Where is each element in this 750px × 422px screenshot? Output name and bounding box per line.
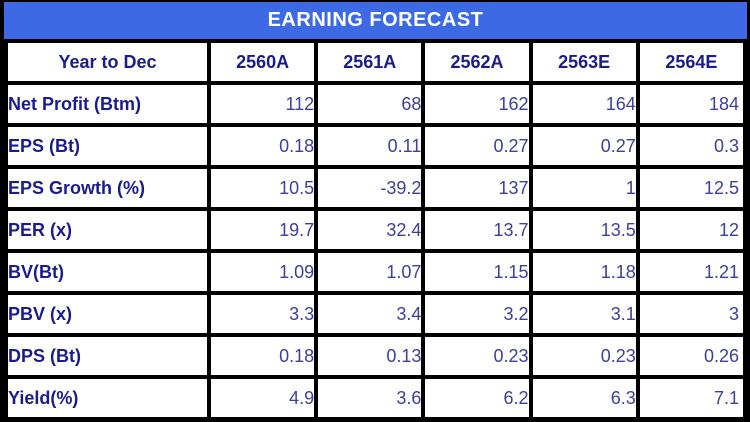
- table-row: PBV (x) 3.3 3.4 3.2 3.1 3: [4, 291, 748, 337]
- column-header-2562A: 2562A: [421, 39, 533, 85]
- value-cell: 1.09: [206, 249, 319, 295]
- row-label: DPS (Bt): [4, 333, 211, 379]
- value-cell: 0.23: [421, 333, 533, 379]
- value-cell: 162: [421, 81, 533, 127]
- value-cell: 3.4: [314, 291, 426, 337]
- row-label: BV(Bt): [4, 249, 211, 295]
- row-label: EPS Growth (%): [4, 165, 211, 211]
- column-header-2563E: 2563E: [528, 39, 640, 85]
- table-row: DPS (Bt) 0.18 0.13 0.23 0.23 0.26: [4, 333, 748, 379]
- row-label: EPS (Bt): [4, 123, 211, 169]
- value-cell: 3.1: [528, 291, 640, 337]
- table-row: Net Profit (Btm) 112 68 162 164 184: [4, 81, 748, 127]
- row-label: PBV (x): [4, 291, 211, 337]
- value-cell: 184: [635, 81, 748, 127]
- value-cell: 32.4: [314, 207, 426, 253]
- row-label: Yield(%): [4, 375, 211, 421]
- value-cell: 13.5: [528, 207, 640, 253]
- value-cell: 1.15: [421, 249, 533, 295]
- value-cell: 0.27: [528, 123, 640, 169]
- column-header-2561A: 2561A: [314, 39, 426, 85]
- earning-forecast-table: Year to Dec 2560A 2561A 2562A 2563E 2564E Net…: [4, 39, 748, 421]
- value-cell: -39.2: [314, 165, 426, 211]
- value-cell: 137: [421, 165, 533, 211]
- value-cell: 0.26: [635, 333, 748, 379]
- table-title: EARNING FORECAST: [267, 9, 484, 31]
- table-row: Yield(%) 4.9 3.6 6.2 6.3 7.1: [4, 375, 748, 421]
- header-row: Year to Dec 2560A 2561A 2562A 2563E 2564E: [4, 39, 748, 85]
- row-header-label: Year to Dec: [4, 39, 211, 85]
- value-cell: 1.18: [528, 249, 640, 295]
- value-cell: 10.5: [206, 165, 319, 211]
- row-label: Net Profit (Btm): [4, 81, 211, 127]
- value-cell: 13.7: [421, 207, 533, 253]
- value-cell: 4.9: [206, 375, 319, 421]
- value-cell: 3.6: [314, 375, 426, 421]
- column-header-2560A: 2560A: [206, 39, 319, 85]
- value-cell: 0.3: [635, 123, 748, 169]
- value-cell: 164: [528, 81, 640, 127]
- value-cell: 3: [635, 291, 748, 337]
- table-row: BV(Bt) 1.09 1.07 1.15 1.18 1.21: [4, 249, 748, 295]
- value-cell: 3.2: [421, 291, 533, 337]
- value-cell: 0.18: [206, 333, 319, 379]
- table-title-bar: EARNING FORECAST: [4, 2, 747, 39]
- value-cell: 1.07: [314, 249, 426, 295]
- value-cell: 68: [314, 81, 426, 127]
- column-header-2564E: 2564E: [635, 39, 748, 85]
- value-cell: 3.3: [206, 291, 319, 337]
- value-cell: 0.23: [528, 333, 640, 379]
- table-body: Net Profit (Btm) 112 68 162 164 184 EPS (Bt) 0.…: [4, 81, 748, 421]
- row-label: PER (x): [4, 207, 211, 253]
- table-row: EPS Growth (%) 10.5 -39.2 137 1 12.5: [4, 165, 748, 211]
- value-cell: 6.2: [421, 375, 533, 421]
- value-cell: 6.3: [528, 375, 640, 421]
- value-cell: 7.1: [635, 375, 748, 421]
- table-row: EPS (Bt) 0.18 0.11 0.27 0.27 0.3: [4, 123, 748, 169]
- value-cell: 12.5: [635, 165, 748, 211]
- table-row: PER (x) 19.7 32.4 13.7 13.5 12: [4, 207, 748, 253]
- value-cell: 0.11: [314, 123, 426, 169]
- value-cell: 0.13: [314, 333, 426, 379]
- value-cell: 1.21: [635, 249, 748, 295]
- value-cell: 19.7: [206, 207, 319, 253]
- value-cell: 1: [528, 165, 640, 211]
- value-cell: 0.18: [206, 123, 319, 169]
- value-cell: 0.27: [421, 123, 533, 169]
- value-cell: 112: [206, 81, 319, 127]
- value-cell: 12: [635, 207, 748, 253]
